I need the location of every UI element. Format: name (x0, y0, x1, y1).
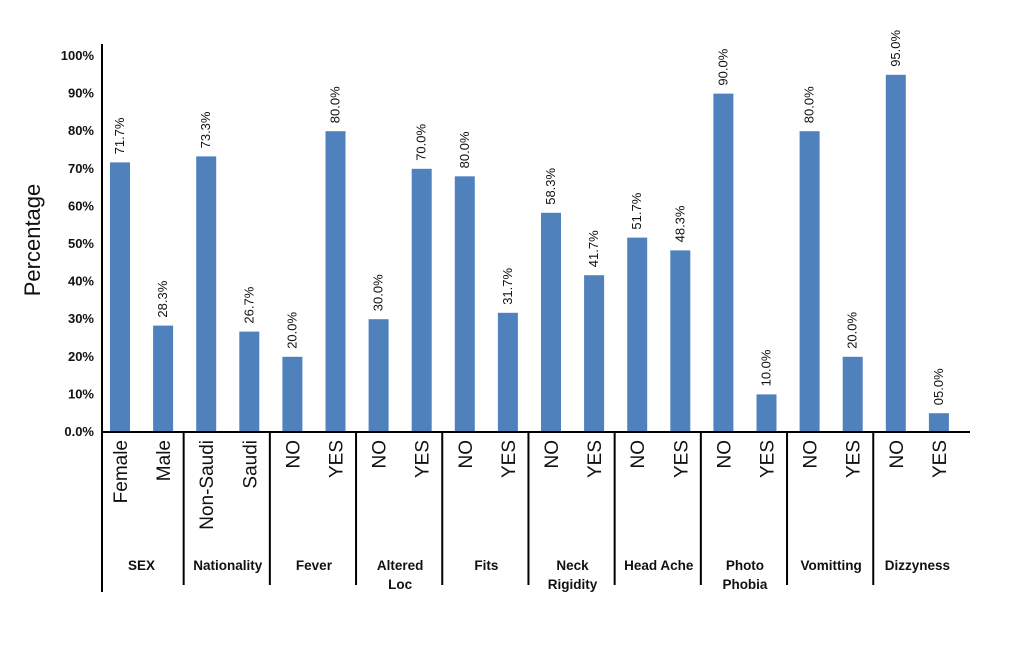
y-tick-label: 10% (68, 386, 94, 401)
category-label: NO (628, 440, 649, 469)
category-label: NO (542, 440, 563, 469)
data-label: 48.3% (672, 205, 687, 242)
data-label: 90.0% (715, 48, 730, 85)
y-axis-title: Percentage (20, 184, 45, 297)
bar (282, 356, 303, 432)
bar (541, 212, 561, 432)
bar (799, 131, 820, 432)
category-label: Saudi (240, 440, 261, 489)
bar (497, 312, 518, 432)
category-label: NO (714, 440, 735, 469)
group-label: SEX (128, 558, 155, 573)
bar (110, 162, 130, 432)
group-label: Dizzyness (885, 558, 950, 573)
category-label: NO (370, 440, 391, 469)
bar (584, 275, 605, 432)
y-tick-label: 20% (68, 349, 94, 364)
data-label: 05.0% (931, 368, 946, 405)
bar (239, 331, 260, 432)
category-label: NO (456, 440, 477, 469)
y-tick-label: 30% (68, 311, 94, 326)
data-label: 51.7% (629, 192, 644, 229)
data-label: 20.0% (284, 311, 299, 348)
y-axis-ticks: 0.0% 10% 20% 30% 40% 50% 60% 70% 80% 90% 100% (61, 48, 95, 439)
bar (325, 131, 346, 432)
category-label: YES (930, 440, 951, 478)
data-label: 70.0% (414, 123, 429, 160)
data-label: 80.0% (457, 131, 472, 168)
category-label: NO (801, 440, 822, 469)
category-label: YES (499, 440, 520, 478)
data-label: 95.0% (888, 29, 903, 66)
data-label: 73.3% (198, 111, 213, 148)
group-label: Neck Rigidity (548, 558, 598, 592)
group-label: Photo Phobia (722, 558, 767, 592)
category-label: YES (327, 440, 348, 478)
category-label: YES (413, 440, 434, 478)
category-label: YES (844, 440, 865, 478)
y-tick-label: 70% (68, 161, 94, 176)
data-label: 31.7% (500, 268, 515, 305)
bar (368, 319, 389, 432)
bar (196, 156, 217, 432)
y-tick-label: 60% (68, 198, 94, 213)
group-label: Altered Loc (377, 558, 424, 592)
y-tick-label: 0.0% (64, 424, 94, 439)
data-label: 58.3% (543, 167, 558, 204)
category-label: YES (758, 440, 779, 478)
group-labels-layer: SEX Nationality Fever Altered Loc Fits Neck Rig… (128, 558, 950, 592)
bar (153, 325, 174, 432)
data-label: 20.0% (845, 311, 860, 348)
data-label: 28.3% (155, 280, 170, 317)
bar (627, 237, 648, 432)
bar (411, 168, 432, 433)
y-tick-label: 80% (68, 123, 94, 138)
y-tick-label: 100% (61, 48, 95, 63)
category-label: Female (111, 440, 132, 503)
category-label: NO (283, 440, 304, 469)
data-labels-layer: 71.7% 28.3% 73.3% 26.7% 20.0% 80.0% 30.0% 70.0%… (112, 29, 946, 405)
data-label: 26.7% (241, 286, 256, 323)
group-label: Fits (474, 558, 498, 573)
bar (756, 394, 777, 432)
category-labels-layer: Female Male Non-Saudi Saudi NO YES NO YES NO YES N… (111, 440, 951, 530)
bar (454, 176, 475, 432)
category-label: YES (585, 440, 606, 478)
category-label: NO (887, 440, 908, 469)
y-tick-label: 90% (68, 86, 94, 101)
group-label: Nationality (193, 558, 263, 573)
bar (713, 93, 734, 432)
group-label: Vomitting (801, 558, 862, 573)
data-label: 80.0% (802, 86, 817, 123)
axes-layer (101, 44, 970, 592)
bar (928, 413, 949, 432)
data-label: 10.0% (759, 349, 774, 386)
category-label: Non-Saudi (197, 440, 218, 530)
data-label: 80.0% (328, 86, 343, 123)
bar (885, 74, 906, 433)
y-tick-label: 40% (68, 274, 94, 289)
bar (670, 250, 691, 432)
group-label: Head Ache (624, 558, 694, 573)
category-label: YES (671, 440, 692, 478)
data-label: 41.7% (586, 230, 601, 267)
group-label: Fever (296, 558, 333, 573)
bars-layer (110, 74, 949, 433)
category-label: Male (154, 440, 175, 481)
bar (842, 356, 863, 432)
y-tick-label: 50% (68, 236, 94, 251)
data-label: 30.0% (371, 274, 386, 311)
data-label: 71.7% (112, 117, 127, 154)
